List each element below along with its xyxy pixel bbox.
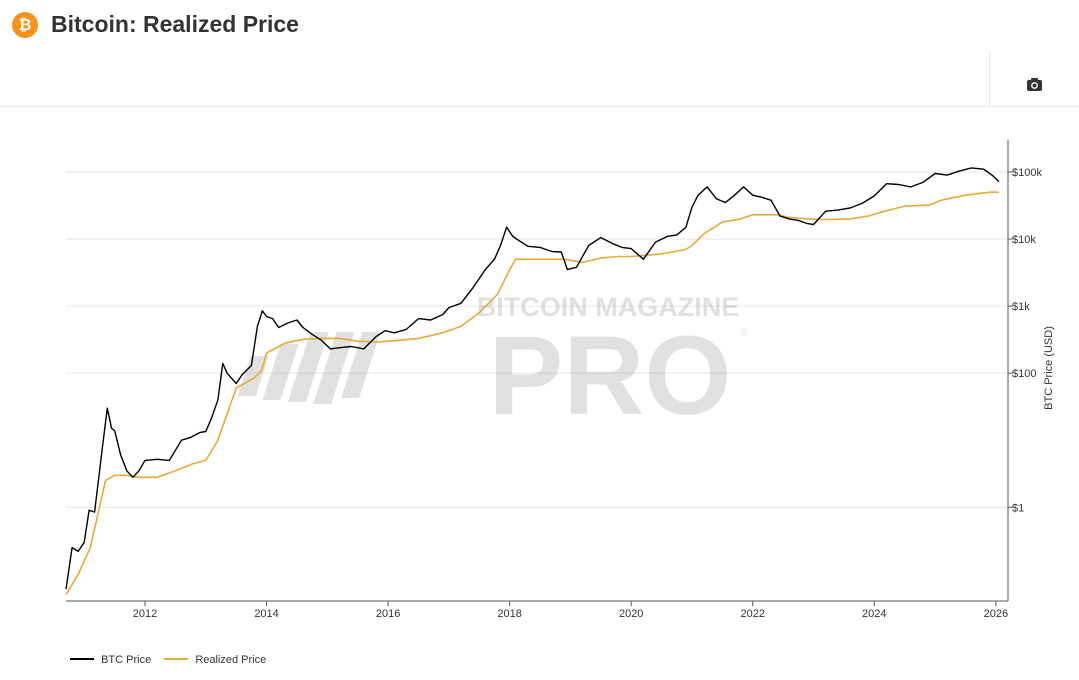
realized-price-chart: BITCOIN MAGAZINE PRO ® $1 $100 $1k $10k $100… xyxy=(65,140,1055,620)
legend-item-realized-price[interactable]: Realized Price xyxy=(164,654,266,666)
x-tick-label: 2020 xyxy=(619,608,643,620)
watermark-line1: BITCOIN MAGAZINE xyxy=(477,292,740,322)
camera-icon xyxy=(1027,78,1042,91)
series-line-realized-price xyxy=(65,191,999,595)
x-tick-label: 2018 xyxy=(497,608,521,620)
x-tick-label: 2024 xyxy=(862,608,886,620)
page-title: Bitcoin: Realized Price xyxy=(51,11,299,37)
chart-toolbar xyxy=(0,52,1079,107)
y-tick-label: $100 xyxy=(1012,368,1036,380)
toolbar-divider xyxy=(989,52,990,106)
header-bar: ₿ Bitcoin: Realized Price xyxy=(0,0,1079,53)
watermark: BITCOIN MAGAZINE PRO ® xyxy=(237,292,748,438)
x-tick-label: 2016 xyxy=(376,608,400,620)
y-tick-label: $10k xyxy=(1012,234,1036,246)
legend-label-btc-price: BTC Price xyxy=(101,654,152,666)
watermark-registered-mark: ® xyxy=(740,327,748,339)
legend-swatch-realized-price xyxy=(164,658,189,661)
bitcoin-icon: ₿ xyxy=(12,12,38,38)
y-tick-label: $100k xyxy=(1012,167,1042,179)
x-tick-label: 2014 xyxy=(254,608,278,620)
y-tick-label: $1 xyxy=(1012,502,1024,514)
legend-label-realized-price: Realized Price xyxy=(195,654,267,666)
watermark-line2: PRO xyxy=(489,313,732,438)
y-tick-label: $1k xyxy=(1012,301,1030,313)
legend-item-btc-price[interactable]: BTC Price xyxy=(70,654,151,666)
axes: $1 $100 $1k $10k $100k 2012 2014 2016 2018 2020 20… xyxy=(66,140,1042,620)
x-tick-label: 2012 xyxy=(133,608,157,620)
y-axis-label: BTC Price (USD) xyxy=(1043,326,1055,410)
series-lines xyxy=(65,167,1000,595)
series-line-btc-price xyxy=(65,167,1000,590)
x-tick-label: 2022 xyxy=(741,608,765,620)
legend-swatch-btc-price xyxy=(70,658,94,661)
x-tick-label: 2026 xyxy=(984,608,1008,620)
chart-legend: BTC Price Realized Price xyxy=(70,654,276,666)
screenshot-button[interactable] xyxy=(1020,74,1048,98)
grid-lines xyxy=(66,171,1008,508)
watermark-logo-icon xyxy=(237,332,381,404)
